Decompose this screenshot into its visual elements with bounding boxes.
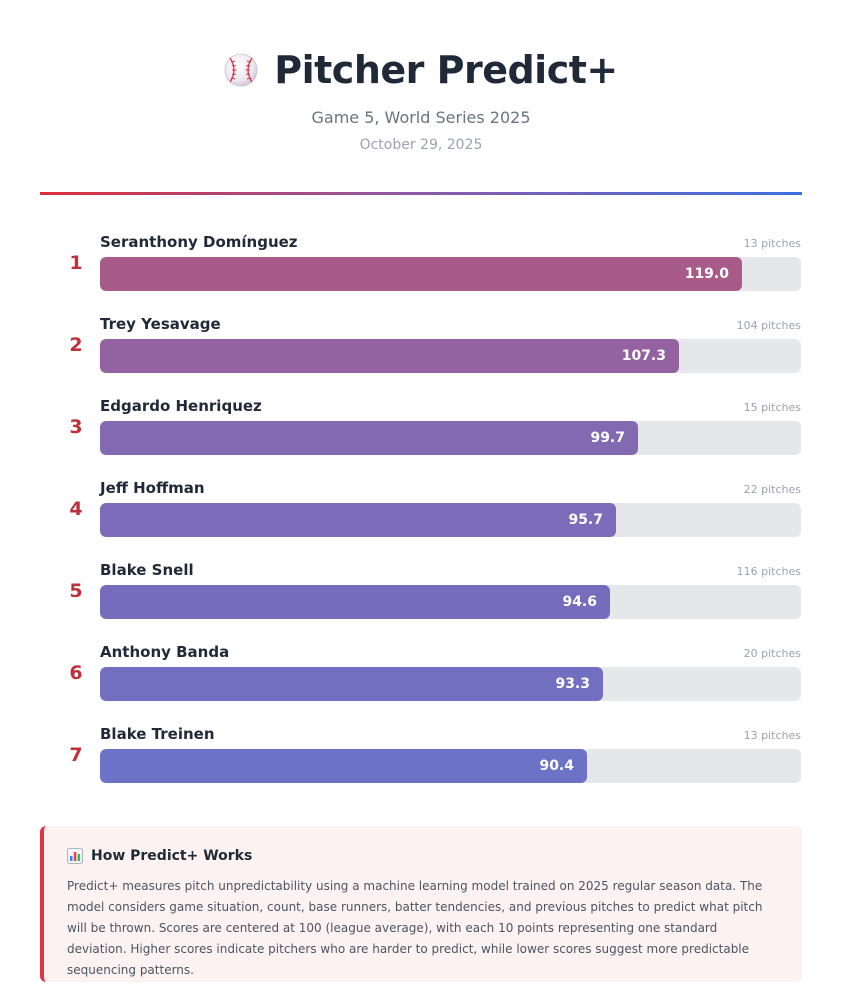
pitcher-name: Trey Yesavage bbox=[100, 315, 221, 333]
rank-label: 3 bbox=[69, 416, 83, 438]
rank-label: 7 bbox=[69, 744, 83, 766]
bar bbox=[100, 667, 603, 701]
bar-value-label: 95.7 bbox=[568, 512, 603, 528]
title-row: Pitcher Predict+ bbox=[0, 48, 842, 92]
bar-value-label: 90.4 bbox=[539, 758, 574, 774]
pitch-count: 116 pitches bbox=[736, 565, 801, 578]
bar bbox=[100, 257, 742, 291]
bar-track: 94.6 bbox=[100, 585, 801, 619]
pitcher-name: Anthony Banda bbox=[100, 643, 230, 661]
bar-chart-icon bbox=[67, 848, 83, 864]
pitch-count: 13 pitches bbox=[743, 237, 801, 250]
bar-value-label: 107.3 bbox=[621, 348, 666, 364]
bar-value-label: 93.3 bbox=[555, 676, 590, 692]
rank-label: 5 bbox=[69, 580, 83, 602]
page-title: Pitcher Predict+ bbox=[274, 48, 618, 92]
header-divider bbox=[40, 192, 802, 195]
baseball-icon bbox=[224, 53, 258, 87]
chart-row: 2 Trey Yesavage 104 pitches 107.3 bbox=[0, 310, 842, 392]
bar-value-label: 119.0 bbox=[684, 266, 729, 282]
rank-label: 4 bbox=[69, 498, 83, 520]
predict-plus-bar-chart: 1 Seranthony Domínguez 13 pitches 119.0 2 Tre… bbox=[0, 228, 842, 802]
page-header: Pitcher Predict+ Game 5, World Series 20… bbox=[0, 0, 842, 153]
pitcher-name: Seranthony Domínguez bbox=[100, 233, 298, 251]
info-text: Predict+ measures pitch unpredictability… bbox=[67, 879, 763, 977]
info-box: How Predict+ Works Predict+ measures pit… bbox=[40, 826, 802, 982]
bar bbox=[100, 421, 638, 455]
bar-value-label: 94.6 bbox=[562, 594, 597, 610]
pitch-count: 22 pitches bbox=[743, 483, 801, 496]
pitch-count: 13 pitches bbox=[743, 729, 801, 742]
bar bbox=[100, 503, 616, 537]
chart-row: 7 Blake Treinen 13 pitches 90.4 bbox=[0, 720, 842, 802]
pitch-count: 20 pitches bbox=[743, 647, 801, 660]
pitcher-name: Blake Treinen bbox=[100, 725, 215, 743]
rank-label: 2 bbox=[69, 334, 83, 356]
bar bbox=[100, 585, 610, 619]
rank-label: 1 bbox=[69, 252, 83, 274]
pitcher-name: Jeff Hoffman bbox=[100, 479, 205, 497]
page-subtitle: Game 5, World Series 2025 bbox=[311, 108, 531, 127]
pitch-count: 104 pitches bbox=[736, 319, 801, 332]
pitch-count: 15 pitches bbox=[743, 401, 801, 414]
info-title: How Predict+ Works bbox=[91, 848, 253, 864]
page-date: October 29, 2025 bbox=[359, 137, 483, 153]
bar-track: 93.3 bbox=[100, 667, 801, 701]
chart-row: 3 Edgardo Henriquez 15 pitches 99.7 bbox=[0, 392, 842, 474]
rank-label: 6 bbox=[69, 662, 83, 684]
bar-track: 107.3 bbox=[100, 339, 801, 373]
bar-value-label: 99.7 bbox=[590, 430, 625, 446]
chart-row: 5 Blake Snell 116 pitches 94.6 bbox=[0, 556, 842, 638]
bar bbox=[100, 339, 679, 373]
bar-track: 99.7 bbox=[100, 421, 801, 455]
chart-row: 1 Seranthony Domínguez 13 pitches 119.0 bbox=[0, 228, 842, 310]
chart-row: 4 Jeff Hoffman 22 pitches 95.7 bbox=[0, 474, 842, 556]
chart-row: 6 Anthony Banda 20 pitches 93.3 bbox=[0, 638, 842, 720]
bar bbox=[100, 749, 587, 783]
info-title-row: How Predict+ Works bbox=[67, 848, 780, 864]
bar-track: 95.7 bbox=[100, 503, 801, 537]
bar-track: 90.4 bbox=[100, 749, 801, 783]
bar-track: 119.0 bbox=[100, 257, 801, 291]
pitcher-name: Edgardo Henriquez bbox=[100, 397, 262, 415]
pitcher-name: Blake Snell bbox=[100, 561, 194, 579]
